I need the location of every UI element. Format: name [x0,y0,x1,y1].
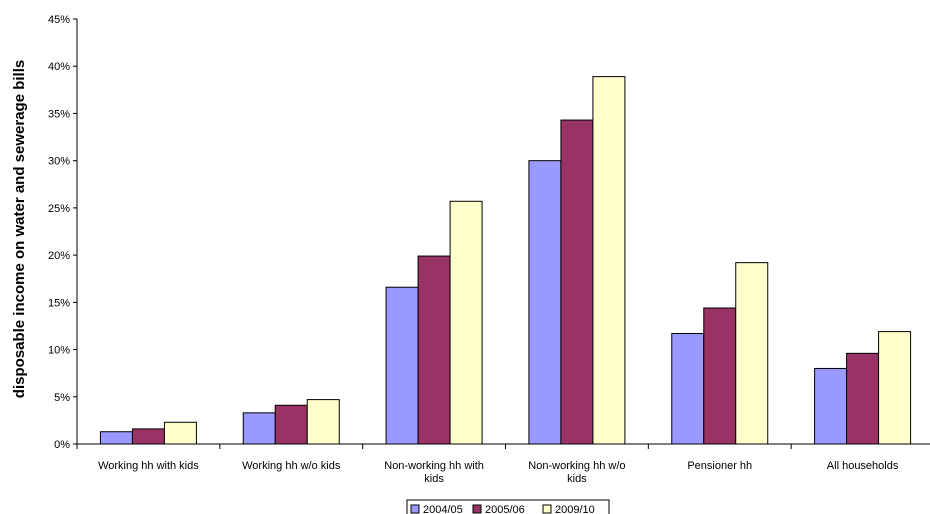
bar [671,333,705,445]
bar [385,286,419,445]
bar [131,428,165,445]
y-axis-label: disposable income on water and sewerage … [11,60,28,398]
x-tick-label: Working hh w/o kids [242,460,341,472]
bar [703,307,737,445]
bar [528,160,562,445]
bar [560,119,594,445]
y-tick-label: 15% [48,297,70,309]
legend-swatch [542,504,552,514]
y-tick-label: 30% [48,156,70,168]
y-tick-label: 25% [48,203,70,215]
x-tick-label: All households [827,460,899,472]
axes: 0% 5% 10% 15% 20% 25% 30% 35% 40% 45% Working hh w… [48,14,930,485]
x-tick-label: Pensioner hh [687,460,752,472]
legend-label: 2004/05 [423,504,463,514]
y-axis-label-group: disposable income on water and sewerage … [11,60,28,398]
bar [592,76,626,445]
bar [99,431,133,445]
bar [417,255,451,445]
bars [99,76,912,445]
legend-label: 2009/10 [555,504,595,514]
y-tick-label: 5% [54,392,70,404]
bar [878,331,912,445]
bar [449,200,483,445]
y-tick-label: 0% [54,439,70,451]
bar [163,421,197,445]
bar [735,262,769,445]
bar [306,399,340,445]
legend: 2004/05 2005/06 2009/10 [406,499,610,514]
x-tick-label: Non-working hh w/o kids [528,460,625,485]
bar [846,352,880,445]
y-tick-label: 40% [48,61,70,73]
x-tick-label: Non-working hh with kids [384,460,484,485]
legend-swatch [410,504,420,514]
y-tick-label: 10% [48,345,70,357]
bar [814,367,848,445]
legend-box [406,499,610,514]
y-tick-label: 20% [48,250,70,262]
bar [242,412,276,445]
bar [274,404,308,445]
y-tick-label: 45% [48,14,70,26]
x-tick-label: Working hh with kids [98,460,199,472]
legend-swatch [472,504,482,514]
y-tick-label: 35% [48,108,70,120]
legend-label: 2005/06 [485,504,525,514]
